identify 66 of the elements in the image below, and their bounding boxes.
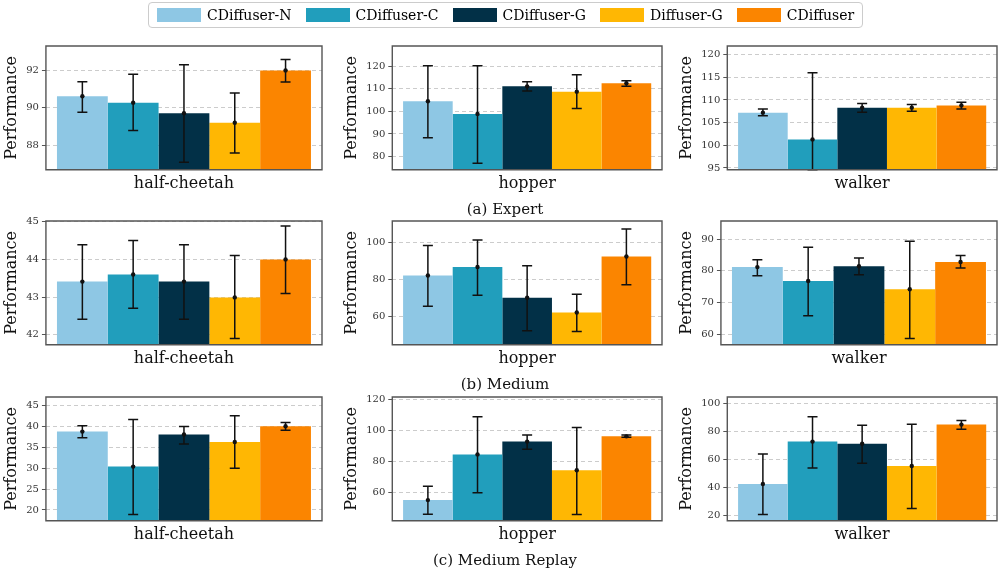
y-tick-label: 80 <box>372 455 386 467</box>
y-axis-title: Performance <box>675 55 695 160</box>
y-tick-label: 90 <box>372 127 386 139</box>
y-tick-label: 40 <box>707 480 721 492</box>
y-tick-label: 115 <box>701 70 721 82</box>
y-tick-label: 105 <box>701 116 721 128</box>
x-axis-title: hopper <box>498 172 557 192</box>
legend-label: CDiffuser-G <box>502 7 586 23</box>
y-tick-label: 80 <box>707 424 721 436</box>
x-axis-title: half-cheetah <box>133 172 235 192</box>
y-axis-title: Performance <box>675 230 695 335</box>
y-tick-label: 95 <box>707 161 721 173</box>
y-tick-label: 100 <box>366 104 386 116</box>
y-tick-label: 25 <box>26 482 39 494</box>
x-axis-title: half-cheetah <box>133 347 235 367</box>
y-tick-label: 45 <box>26 215 39 227</box>
y-axis-title: Performance <box>340 406 360 511</box>
text: (a) Expert <box>465 200 545 218</box>
legend-label: Diffuser-G <box>649 7 723 23</box>
y-tick-label: 110 <box>701 93 721 105</box>
y-tick-label: 30 <box>26 461 39 473</box>
y-tick-label: 120 <box>366 393 386 405</box>
y-tick-label: 110 <box>366 82 386 94</box>
y-tick-label: 60 <box>701 327 714 339</box>
y-tick-label: 60 <box>707 452 721 464</box>
y-tick-label: 92 <box>26 63 39 75</box>
x-axis-title: half-cheetah <box>133 523 235 543</box>
y-tick-label: 120 <box>701 48 721 60</box>
legend-label: CDiffuser-N <box>207 7 292 23</box>
y-tick-label: 100 <box>366 424 386 436</box>
y-axis-title: Performance <box>0 230 20 335</box>
y-axis-title: Performance <box>0 406 20 511</box>
y-tick-label: 70 <box>701 296 714 308</box>
y-tick-label: 88 <box>26 139 39 151</box>
x-axis-title: hopper <box>498 347 557 367</box>
y-tick-label: 80 <box>372 272 386 284</box>
y-axis-title: Performance <box>0 55 20 160</box>
x-axis-title: walker <box>834 172 891 192</box>
y-tick-label: 90 <box>26 101 39 113</box>
text: (c) Medium Replay <box>431 551 579 569</box>
legend-label: CDiffuser-C <box>355 7 439 23</box>
x-axis-title: walker <box>834 523 891 543</box>
y-tick-label: 100 <box>701 138 721 150</box>
y-tick-label: 120 <box>366 59 386 71</box>
y-tick-label: 44 <box>26 252 39 264</box>
y-tick-label: 80 <box>372 150 386 162</box>
x-axis-title: hopper <box>498 523 557 543</box>
y-axis-title: Performance <box>340 230 360 335</box>
y-tick-label: 20 <box>26 503 39 515</box>
y-tick-label: 90 <box>701 232 714 244</box>
y-tick-label: 60 <box>372 309 386 321</box>
y-tick-label: 45 <box>26 399 39 411</box>
y-tick-label: 42 <box>26 328 39 340</box>
y-tick-label: 40 <box>26 420 39 432</box>
y-tick-label: 80 <box>701 264 714 276</box>
x-axis-title: walker <box>831 347 887 367</box>
y-tick-label: 100 <box>366 236 386 248</box>
y-tick-label: 43 <box>26 290 39 302</box>
text: (b) Medium <box>459 375 551 393</box>
legend-label: CDiffuser <box>786 7 855 23</box>
y-axis-title: Performance <box>340 55 360 160</box>
y-tick-label: 35 <box>26 441 39 453</box>
y-tick-label: 60 <box>372 485 386 497</box>
y-tick-label: 20 <box>707 508 721 520</box>
y-tick-label: 100 <box>701 396 721 408</box>
y-axis-title: Performance <box>675 406 695 511</box>
